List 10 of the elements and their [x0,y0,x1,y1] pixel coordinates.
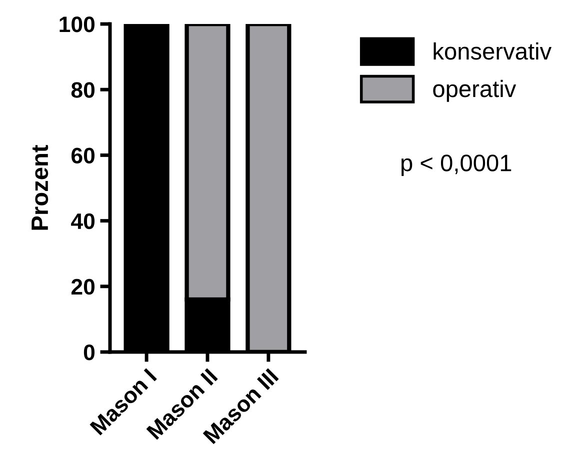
text: p < 0,0001 [402,154,512,176]
y-tick-label: 60 [72,148,95,164]
y-tick-label: 80 [71,82,95,98]
y-axis-title: Prozent [32,144,48,230]
y-tick-label: 40 [71,213,95,230]
y-tick-label: 100 [60,16,95,32]
legend-label: konservativ [434,42,552,60]
y-tick-label: 0 [84,344,95,360]
y-tick-label: 20 [71,278,95,295]
legend-label: operativ [433,80,516,102]
